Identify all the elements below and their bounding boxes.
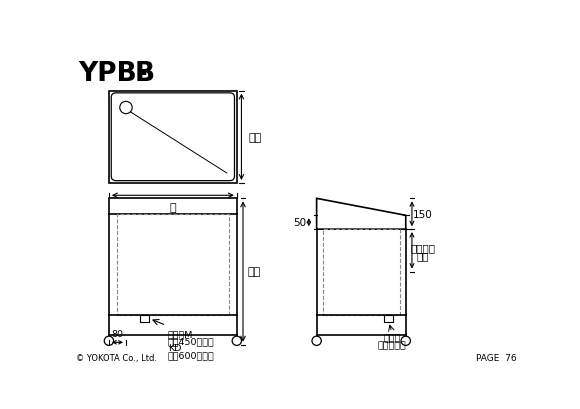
Bar: [109, 91, 237, 184]
Text: KD: KD: [168, 343, 181, 352]
Text: 150: 150: [413, 209, 433, 219]
Text: YPB-: YPB-: [79, 61, 148, 87]
Text: 奶行450タイプ: 奶行450タイプ: [168, 336, 215, 345]
Text: アジャスト: アジャスト: [378, 340, 406, 349]
Text: 50: 50: [293, 218, 306, 228]
Text: 奶行600タイプ: 奶行600タイプ: [168, 350, 215, 359]
Text: ボール: ボール: [383, 333, 400, 342]
Text: シンクの: シンクの: [410, 243, 436, 253]
Bar: [384, 316, 393, 322]
Bar: [117, 214, 229, 316]
Text: PAGE  76: PAGE 76: [476, 353, 517, 362]
Text: 奶行: 奶行: [249, 133, 262, 142]
Text: エースM: エースM: [168, 329, 193, 338]
Bar: [109, 199, 237, 214]
Bar: [140, 316, 149, 322]
FancyBboxPatch shape: [111, 94, 234, 181]
Text: © YOKOTA Co., Ltd.: © YOKOTA Co., Ltd.: [77, 353, 157, 362]
Text: 深さ: 深さ: [416, 250, 429, 260]
Text: B: B: [135, 61, 155, 87]
Text: 80: 80: [111, 330, 124, 339]
Bar: [323, 229, 400, 316]
Text: 幅: 幅: [169, 203, 176, 213]
Text: 高さ: 高さ: [248, 267, 261, 277]
